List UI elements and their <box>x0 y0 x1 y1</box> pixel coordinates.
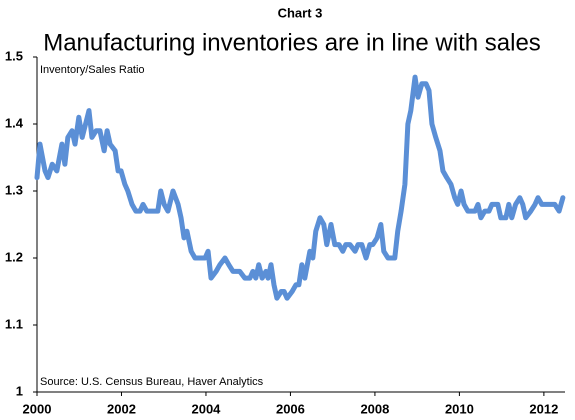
y-axis-label: Inventory/Sales Ratio <box>40 64 145 76</box>
y-tick-label: 1.1 <box>5 316 23 331</box>
x-tick-label: 2002 <box>107 401 136 416</box>
data-line <box>34 74 566 301</box>
source-note: Source: U.S. Census Bureau, Haver Analyt… <box>40 376 264 388</box>
x-tick-label: 2006 <box>276 401 305 416</box>
chart-kicker: Chart 3 <box>278 5 323 20</box>
x-tick-label: 2010 <box>445 401 474 416</box>
x-tick-label: 2004 <box>191 401 221 416</box>
y-tick-label: 1.5 <box>5 48 23 63</box>
y-tick-label: 1.2 <box>5 249 23 264</box>
x-tick-label: 2008 <box>360 401 389 416</box>
x-tick-label: 2000 <box>23 401 52 416</box>
x-tick-label: 2012 <box>529 401 558 416</box>
y-tick-label: 1 <box>16 383 23 398</box>
chart-title: Manufacturing inventories are in line wi… <box>43 29 541 56</box>
y-tick-label: 1.4 <box>5 115 24 130</box>
y-tick-label: 1.3 <box>5 182 23 197</box>
